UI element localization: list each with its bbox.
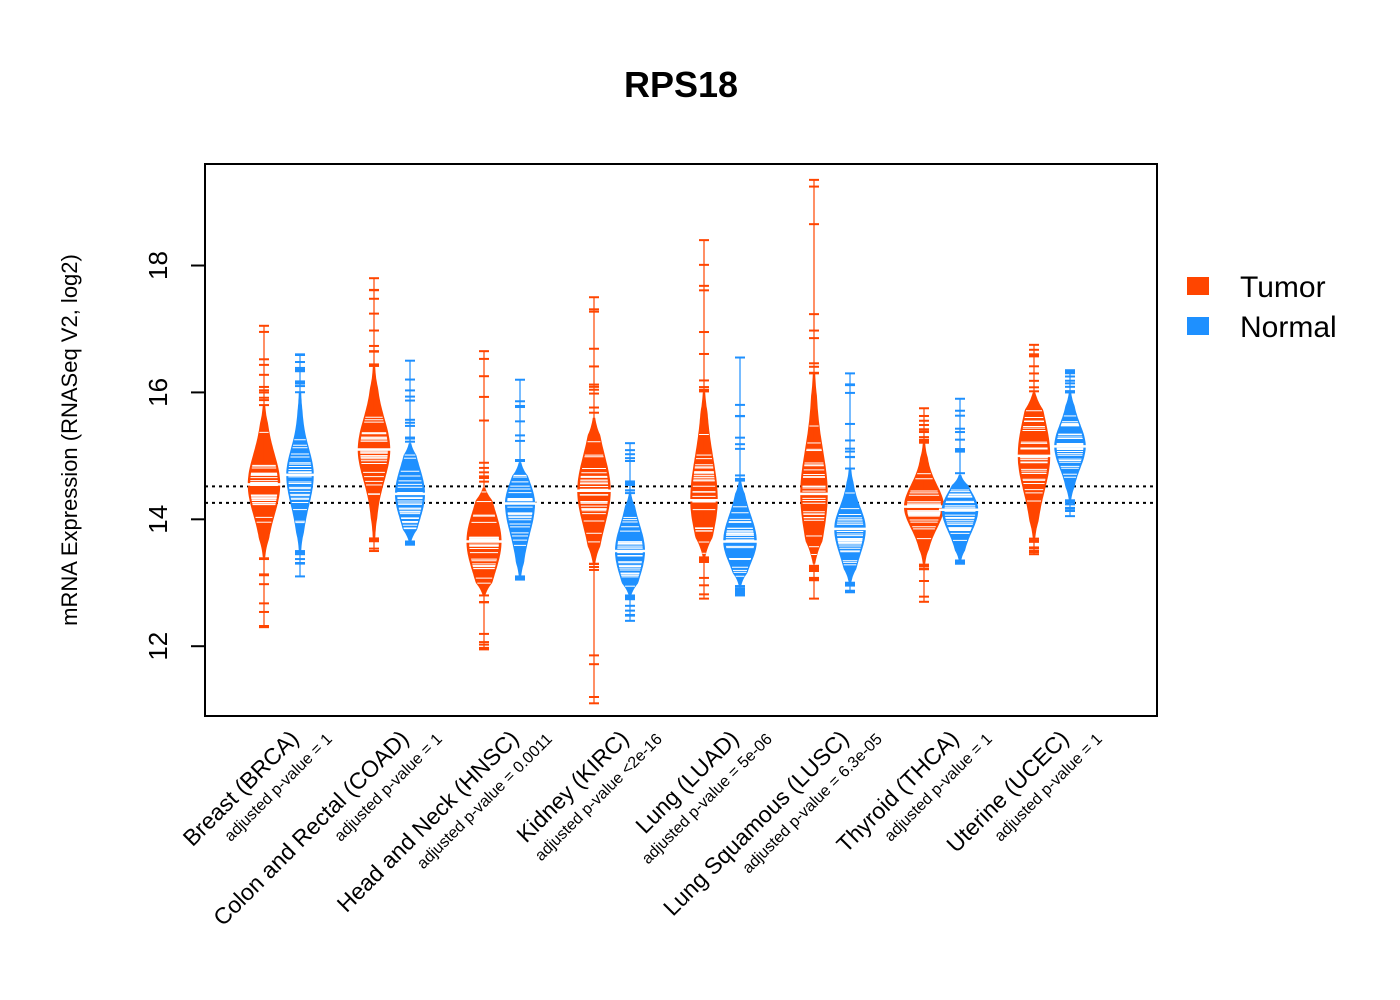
y-axis-label: mRNA Expression (RNASeq V2, log2) xyxy=(57,254,82,626)
bean-normal-7 xyxy=(938,397,982,565)
bean-normal-3 xyxy=(502,378,538,581)
bean-tumor-5 xyxy=(687,239,721,600)
bean-tumor-6 xyxy=(797,178,831,600)
bean-normal-5 xyxy=(720,356,760,597)
y-axis: 12 14 16 18 xyxy=(143,251,205,661)
y-tick-label: 14 xyxy=(143,505,173,534)
plot-area xyxy=(205,178,1157,705)
chart-title: RPS18 xyxy=(624,64,738,105)
legend-label-tumor: Tumor xyxy=(1240,271,1326,304)
legend-label-normal: Normal xyxy=(1240,311,1337,344)
bean-tumor-1 xyxy=(244,324,284,629)
y-tick-label: 16 xyxy=(143,378,173,407)
legend-swatch-tumor xyxy=(1187,277,1209,295)
bean-tumor-3 xyxy=(463,350,505,651)
bean-tumor-8 xyxy=(1014,343,1054,556)
bean-normal-2 xyxy=(392,359,428,546)
y-tick-label: 12 xyxy=(143,632,173,661)
bean-normal-8 xyxy=(1051,369,1089,518)
y-tick-label: 18 xyxy=(143,251,173,280)
bean-normal-6 xyxy=(831,372,869,594)
bean-tumor-2 xyxy=(354,277,394,553)
bean-normal-1 xyxy=(283,353,317,578)
bean-normal-4 xyxy=(612,442,648,622)
bean-tumor-7 xyxy=(901,407,947,603)
legend-swatch-normal xyxy=(1187,317,1209,335)
plot-frame xyxy=(204,163,1158,717)
legend: Tumor Normal xyxy=(1187,271,1337,344)
bean-tumor-4 xyxy=(574,296,614,705)
